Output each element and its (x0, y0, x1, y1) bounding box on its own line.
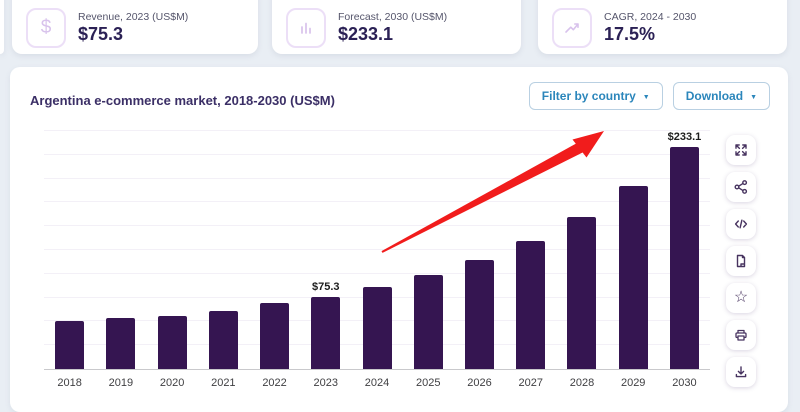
gridline (44, 201, 710, 203)
x-axis: 2018 2019 2020 2021 2022 2023 2024 2025 2026 2027… (44, 377, 710, 389)
kpi-value: 17.5% (604, 23, 656, 44)
document-icon (733, 253, 749, 269)
report-page-button[interactable] (726, 246, 756, 276)
chevron-down-icon: ▼ (750, 93, 757, 101)
x-tick-2021: 2021 (211, 377, 236, 389)
filter-button-label: Filter by country (541, 89, 636, 103)
bar-column (454, 131, 505, 369)
x-tick-2025: 2025 (416, 377, 441, 389)
partial-card-fragment (0, 0, 4, 54)
embed-code-button[interactable] (726, 209, 756, 239)
bar-column (249, 131, 300, 369)
printer-icon (733, 327, 749, 343)
bar-chart-plot: $75.3 $233.1 (44, 130, 710, 370)
bar-column (95, 131, 146, 369)
download-button[interactable]: Download ▼ (672, 82, 770, 110)
bar-2024[interactable] (362, 287, 392, 369)
kpi-label: Forecast, 2030 (US$M) (338, 10, 448, 23)
x-tick-2028: 2028 (569, 377, 595, 389)
bar-2022[interactable] (260, 303, 290, 369)
bar-2025[interactable] (413, 275, 443, 369)
gridline (44, 177, 710, 179)
x-tick-2029: 2029 (620, 377, 646, 389)
print-button[interactable] (726, 320, 756, 350)
download-button-label: Download (685, 89, 744, 103)
bar-value-label: $233.1 (667, 131, 702, 144)
bar-column (351, 131, 402, 369)
bar-2028[interactable] (567, 216, 597, 369)
bar-column (505, 131, 556, 369)
download-image-button[interactable] (726, 357, 756, 387)
bar-2018[interactable] (55, 321, 85, 369)
kpi-card-forecast: Forecast, 2030 (US$M) $233.1 (272, 0, 521, 54)
filter-by-country-button[interactable]: Filter by country ▼ (528, 82, 663, 110)
bar-column: $233.1 (659, 131, 710, 369)
kpi-label: CAGR, 2024 - 2030 (604, 10, 697, 23)
gridline (44, 153, 710, 155)
fullscreen-button[interactable] (726, 135, 756, 165)
kpi-card-cagr: CAGR, 2024 - 2030 17.5% (538, 0, 787, 54)
gridline (44, 225, 710, 227)
bar-2030[interactable] (669, 147, 699, 369)
bar-value-label: $75.3 (312, 281, 340, 294)
bar-2026[interactable] (464, 260, 494, 369)
bar-column (556, 131, 607, 369)
bar-2020[interactable] (157, 315, 187, 369)
kpi-card-revenue: $ Revenue, 2023 (US$M) $75.3 (12, 0, 258, 54)
download-tray-icon (733, 364, 749, 380)
x-tick-2027: 2027 (518, 377, 543, 389)
bar-2027[interactable] (516, 241, 546, 369)
gridline (44, 130, 710, 131)
bar-column: $75.3 (300, 131, 351, 369)
bar-2023[interactable] (311, 297, 341, 369)
kpi-value: $233.1 (338, 23, 394, 44)
x-tick-2022: 2022 (262, 377, 287, 389)
x-tick-2020: 2020 (159, 377, 185, 389)
share-icon (733, 179, 749, 195)
bar-2021[interactable] (208, 310, 238, 369)
panel-buttons: Filter by country ▼ Download ▼ (528, 82, 770, 110)
fullscreen-icon (733, 142, 749, 158)
gridline (44, 272, 710, 274)
chart-panel: Argentina e-commerce market, 2018-2030 (… (10, 67, 788, 412)
star-icon: ☆ (733, 289, 749, 306)
trend-up-icon (552, 7, 592, 48)
kpi-label: Revenue, 2023 (US$M) (78, 10, 189, 23)
x-tick-2019: 2019 (108, 377, 134, 389)
bar-2029[interactable] (618, 185, 648, 369)
bar-column (44, 131, 95, 369)
share-button[interactable] (726, 172, 756, 202)
bar-column (146, 131, 197, 369)
chevron-down-icon: ▼ (642, 93, 650, 101)
bar-column (608, 131, 659, 369)
code-icon (733, 216, 749, 232)
bar-chart-icon (286, 7, 326, 48)
x-tick-2026: 2026 (467, 377, 492, 389)
kpi-value: $75.3 (78, 23, 124, 44)
x-tick-2024: 2024 (364, 377, 390, 389)
x-tick-2023: 2023 (313, 377, 339, 389)
dollar-sign-icon: $ (26, 7, 66, 48)
favorite-button[interactable]: ☆ (726, 283, 756, 313)
chart-title: Argentina e-commerce market, 2018-2030 (… (30, 93, 335, 108)
x-tick-2030: 2030 (672, 377, 697, 389)
x-tick-2018: 2018 (57, 377, 82, 389)
bar-2019[interactable] (106, 318, 136, 369)
bar-column (198, 131, 249, 369)
chart-side-toolbar: ☆ (726, 135, 756, 387)
gridline (44, 249, 710, 250)
bar-column (403, 131, 454, 369)
